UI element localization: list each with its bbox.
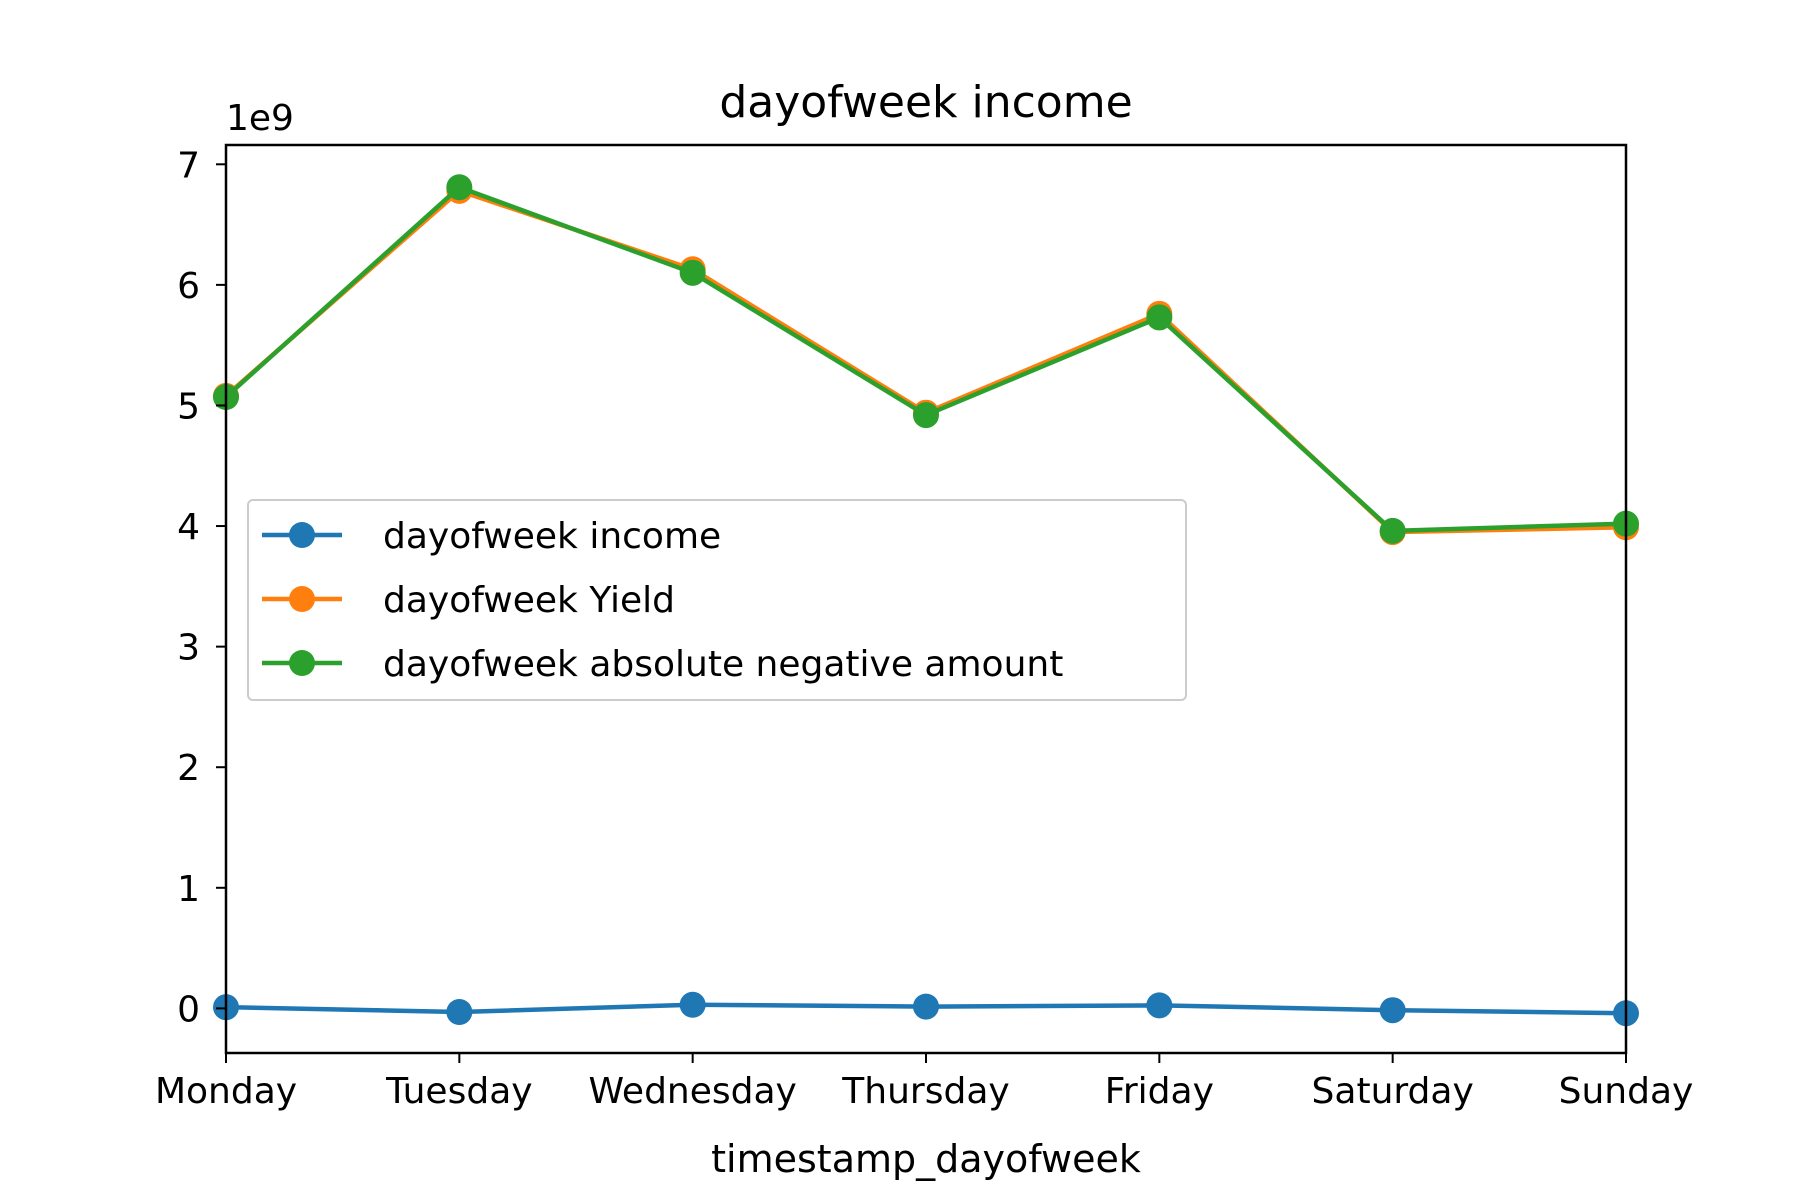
legend-box: [247, 499, 1187, 701]
data-point: [679, 259, 706, 286]
y-tick-label: 3: [177, 628, 200, 669]
legend-marker: [289, 650, 315, 676]
y-tick-label: 0: [177, 989, 200, 1030]
legend-label: dayofweek Yield: [383, 580, 675, 621]
data-point: [1379, 517, 1406, 544]
data-point: [446, 174, 473, 201]
legend: dayofweek income dayofweek Yield dayofweek…: [247, 499, 1187, 701]
legend-entry: dayofweek income: [262, 516, 721, 557]
y-tick-label: 5: [177, 386, 200, 427]
x-axis-title: timestamp_dayofweek: [711, 1137, 1141, 1181]
y-tick-label: 6: [177, 266, 200, 307]
x-tick-label: Sunday: [1559, 1071, 1694, 1112]
x-tick-label: Thursday: [841, 1071, 1009, 1112]
y-tick-label: 7: [177, 145, 200, 186]
series-0: [213, 991, 1639, 1027]
chart-title: dayofweek income: [719, 77, 1132, 128]
legend-entry: dayofweek absolute negative amount: [262, 644, 1063, 685]
y-tick-label: 2: [177, 748, 200, 789]
x-tick-label: Friday: [1105, 1071, 1214, 1112]
x-tick-label: Monday: [155, 1071, 297, 1112]
legend-label: dayofweek absolute negative amount: [383, 644, 1063, 685]
data-point: [446, 999, 473, 1026]
x-tick-label: Tuesday: [385, 1071, 532, 1112]
data-point: [1146, 304, 1173, 331]
data-point: [1146, 992, 1173, 1019]
y-tick-label: 1: [177, 869, 200, 910]
series-2: [213, 174, 1639, 544]
y-tick-label: 4: [177, 507, 200, 548]
y-axis: 0 1 2 3 4 5 6 7: [177, 145, 226, 1030]
legend-marker: [289, 522, 315, 548]
x-tick-label: Wednesday: [588, 1071, 796, 1112]
legend-label: dayofweek income: [383, 516, 721, 557]
data-point: [1379, 997, 1406, 1024]
x-axis: Monday Tuesday Wednesday Thursday Friday Satu…: [155, 1053, 1693, 1112]
x-tick-label: Saturday: [1312, 1071, 1474, 1112]
legend-entry: dayofweek Yield: [262, 580, 675, 621]
data-point: [913, 402, 939, 429]
y-offset-label: 1e9: [226, 98, 294, 139]
data-point: [679, 991, 706, 1018]
series-1: [213, 177, 1639, 546]
series-line: [224, 184, 1627, 534]
data-point: [913, 993, 939, 1020]
series-line: [224, 188, 1627, 535]
legend-marker: [289, 586, 315, 612]
